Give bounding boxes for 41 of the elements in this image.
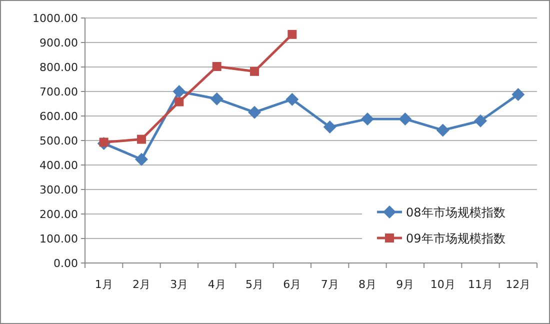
y-tick-label: 800.00 [40,61,78,74]
x-tick-label: 11月 [468,278,493,291]
x-tick-label: 12月 [506,278,531,291]
y-tick-label: 700.00 [40,86,78,98]
point [248,106,261,119]
y-tick-label: 300.00 [40,184,78,196]
point [288,30,297,39]
point [174,97,184,106]
x-tick-label: 7月 [320,278,339,291]
point [323,120,336,134]
legend-label: 09年市场规模指数 [406,232,506,246]
point [474,114,487,128]
x-tick-label: 5月 [246,278,264,291]
x-tick-label: 2月 [132,278,150,291]
y-tick-label: 500.00 [40,134,78,148]
point [398,112,412,126]
point [135,152,148,166]
x-tick-label: 10月 [430,278,456,291]
point [286,92,299,106]
x-tick-label: 3月 [170,278,188,291]
point [512,88,525,101]
y-tick-label: 400.00 [40,159,78,172]
legend-label: 08年市场规模指数 [406,206,506,220]
point [212,62,222,72]
y-tick-label: 0.00 [54,257,78,270]
x-tick-label: 6月 [283,278,302,291]
point [210,92,224,106]
y-tick-label: 900.00 [40,36,78,50]
point [250,66,259,76]
x-tick-label: 9月 [396,278,414,291]
y-tick-label: 1000.00 [32,12,78,25]
point [361,112,374,126]
y-tick-label: 100.00 [40,232,78,246]
x-tick-label: 8月 [358,278,376,291]
point [137,134,146,144]
y-tick-label: 200.00 [40,208,78,221]
y-tick-label: 600.00 [40,110,78,123]
x-tick-label: 1月 [94,278,113,291]
point [172,85,186,98]
x-tick-label: 4月 [208,278,226,291]
point [436,124,450,137]
